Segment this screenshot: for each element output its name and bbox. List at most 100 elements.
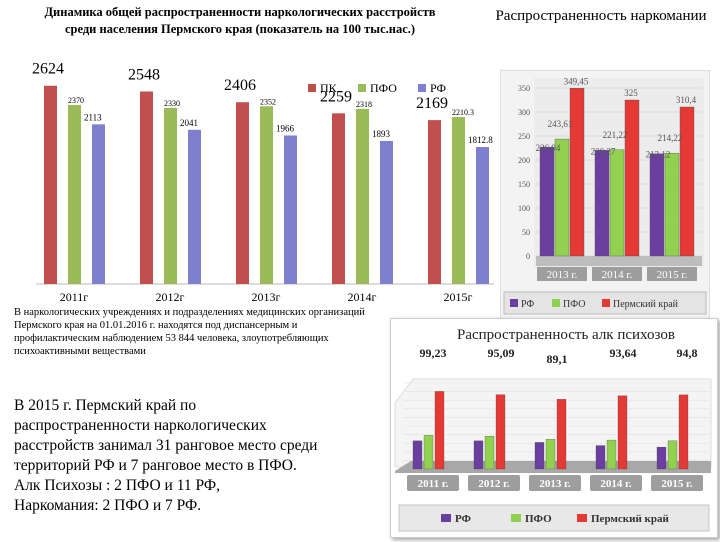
legend-swatch-2 bbox=[418, 84, 426, 92]
legend-label: Пермский край bbox=[591, 513, 669, 525]
data-label-pk: 2169 bbox=[416, 95, 448, 112]
bar-пк-2012г bbox=[140, 91, 153, 285]
data-label-rf: 226,94 bbox=[536, 143, 561, 153]
data-label-rf: 1966 bbox=[276, 123, 295, 133]
bar-2-2013 г. bbox=[556, 399, 567, 470]
data-label-pfo: 2330 bbox=[164, 99, 180, 108]
legend-label: РФ bbox=[521, 299, 534, 310]
top-value-label: 99,23 bbox=[420, 346, 447, 360]
bar-2-2014 г. bbox=[617, 395, 628, 470]
data-label-rf: 2113 bbox=[84, 112, 102, 122]
bar-0-2014 г. bbox=[594, 150, 610, 257]
bar-пфо-2012г bbox=[164, 107, 177, 284]
x-tick-label: 2013г bbox=[252, 290, 281, 304]
data-label-pk: 2259 bbox=[320, 88, 352, 105]
bar-0-2015 г. bbox=[649, 153, 665, 257]
summary-line: В 2015 г. Пермский край по bbox=[14, 397, 197, 414]
data-label-pfo: 221,22 bbox=[603, 130, 628, 140]
data-label-rf: 1893 bbox=[372, 129, 391, 139]
top-value-label: 94,8 bbox=[677, 346, 698, 360]
legend-swatch-0 bbox=[308, 84, 316, 92]
chart3-box: Распространенность алк психозов 2011 г. 20… bbox=[390, 318, 718, 538]
data-label-pk: 310,4 bbox=[676, 95, 697, 105]
legend-swatch-1 bbox=[358, 84, 366, 92]
data-label-pfo: 2352 bbox=[260, 97, 276, 106]
bar-пфо-2014г bbox=[356, 108, 369, 285]
legend-label: РФ bbox=[455, 513, 472, 525]
data-label-pfo: 2370 bbox=[68, 96, 84, 105]
x-tick-plate bbox=[537, 267, 587, 281]
bar-рф-2014г bbox=[380, 140, 393, 284]
x-tick-label: 2012г bbox=[156, 290, 185, 304]
y-tick-label: 350 bbox=[518, 84, 530, 93]
x-tick-label: 2014г bbox=[348, 290, 377, 304]
x-tick-label: 2013 г. bbox=[547, 269, 578, 281]
bar-1-2015 г. bbox=[667, 440, 678, 470]
bar-пфо-2015г bbox=[452, 116, 465, 284]
chart2-svg: 0 50 100 150 200 250 300 350 2013 г. 349,45 243,61… bbox=[500, 70, 710, 320]
x-tick-label: 2014 г. bbox=[602, 269, 633, 281]
x-tick-plate bbox=[529, 475, 581, 491]
bar-0-2014 г. bbox=[595, 445, 606, 470]
data-label-pk: 2624 bbox=[32, 61, 64, 78]
bar-1-2012 г. bbox=[484, 436, 495, 470]
x-tick-label: 2015 г. bbox=[661, 478, 693, 490]
bar-рф-2012г bbox=[188, 129, 201, 284]
bar-пфо-2013г bbox=[260, 106, 273, 284]
y-tick-label: 100 bbox=[518, 204, 530, 213]
legend-label: ПФО bbox=[370, 81, 397, 95]
x-tick-label: 2015 г. bbox=[657, 269, 688, 281]
bar-0-2013 г. bbox=[539, 146, 555, 257]
summary-line: расстройств занимал 31 ранговое место ср… bbox=[14, 437, 318, 454]
bar-пк-2011г bbox=[44, 85, 57, 285]
data-label-rf: 213,12 bbox=[646, 150, 671, 160]
data-label-rf: 2041 bbox=[180, 118, 198, 128]
data-label-pfo: 243,61 bbox=[548, 119, 573, 129]
legend-label: ПФО bbox=[525, 513, 552, 525]
x-tick-plate bbox=[407, 475, 459, 491]
bar-пк-2015г bbox=[428, 120, 441, 285]
bar-2-2015 г. bbox=[678, 394, 689, 470]
legend-label: ПФО bbox=[563, 299, 585, 310]
legend-swatch-1 bbox=[552, 299, 560, 307]
data-label-pfo: 214,22 bbox=[658, 133, 683, 143]
bar-рф-2015г bbox=[476, 147, 489, 284]
bar-2-2011 г. bbox=[434, 391, 445, 470]
legend-label: РФ bbox=[430, 81, 446, 95]
x-tick-plate bbox=[592, 267, 642, 281]
summary-text: В 2015 г. Пермский край по распространен… bbox=[14, 396, 384, 516]
summary-line: Алк Психозы : 2 ПФО и 11 РФ, bbox=[14, 477, 220, 494]
data-label-pk: 2548 bbox=[128, 66, 160, 83]
bar-2-2015 г. bbox=[679, 106, 695, 257]
summary-line: Наркомания: 2 ПФО и 7 РФ. bbox=[14, 497, 202, 514]
y-tick-label: 200 bbox=[518, 156, 530, 165]
x-tick-label: 2011г bbox=[60, 290, 89, 304]
legend-swatch-2 bbox=[577, 514, 587, 522]
data-label-pk: 349,45 bbox=[564, 76, 589, 86]
bar-1-2011 г. bbox=[423, 435, 434, 470]
data-label-pfo: 2318 bbox=[356, 100, 372, 109]
legend-label: ПК bbox=[320, 81, 338, 95]
bar-1-2015 г. bbox=[664, 152, 680, 257]
x-tick-label: 2012 г. bbox=[478, 478, 510, 490]
x-tick-label: 2013 г. bbox=[539, 478, 571, 490]
bar-0-2012 г. bbox=[473, 440, 484, 470]
legend-label: Пермский край bbox=[613, 299, 679, 310]
bar-рф-2013г bbox=[284, 135, 297, 284]
x-tick-plate bbox=[468, 475, 520, 491]
bar-1-2014 г. bbox=[606, 439, 617, 470]
note-text: В наркологических учреждениях и подразде… bbox=[14, 307, 365, 357]
bar-0-2015 г. bbox=[656, 446, 667, 470]
chart2-title: Распространенность наркомании bbox=[495, 8, 707, 24]
summary-line: территорий РФ и 7 ранговое место в ПФО. bbox=[14, 457, 297, 474]
y-tick-label: 50 bbox=[522, 228, 530, 237]
x-tick-plate bbox=[590, 475, 642, 491]
bar-2-2014 г. bbox=[624, 99, 640, 257]
top-value-label: 93,64 bbox=[610, 346, 637, 360]
bar-пфо-2011г bbox=[68, 104, 81, 284]
legend-swatch-0 bbox=[510, 299, 518, 307]
y-tick-label: 150 bbox=[518, 180, 530, 189]
legend-swatch-1 bbox=[511, 514, 521, 522]
y-tick-label: 300 bbox=[518, 108, 530, 117]
